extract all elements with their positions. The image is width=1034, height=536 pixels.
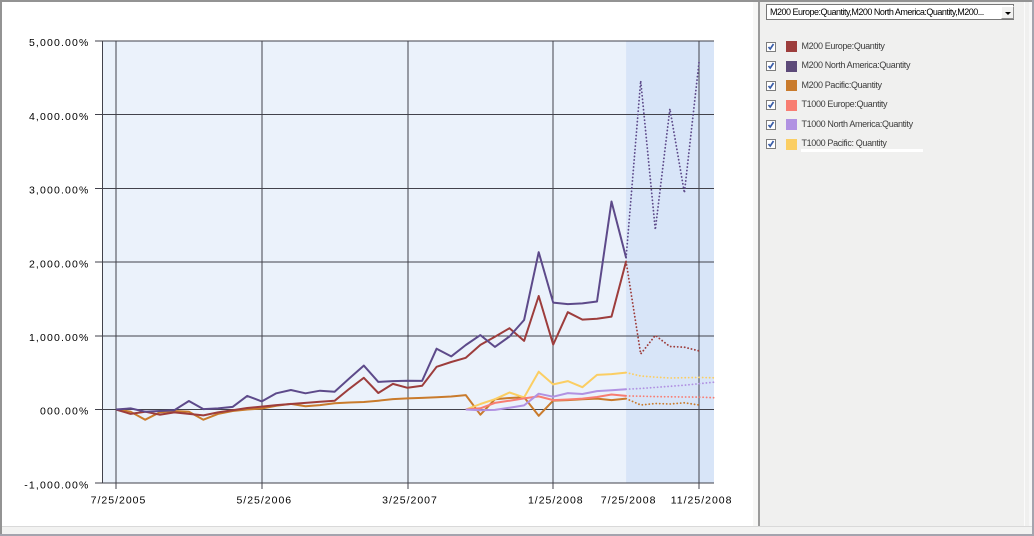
svg-text:-1,000.00%: -1,000.00% bbox=[24, 479, 89, 491]
svg-text:5/25/2006: 5/25/2006 bbox=[236, 495, 292, 507]
svg-text:1,000.00%: 1,000.00% bbox=[29, 332, 90, 344]
svg-text:3/25/2007: 3/25/2007 bbox=[382, 495, 438, 507]
svg-text:4,000.00%: 4,000.00% bbox=[29, 111, 90, 123]
svg-text:000.00%: 000.00% bbox=[40, 406, 90, 418]
svg-text:11/25/2008: 11/25/2008 bbox=[671, 495, 733, 507]
svg-text:3,000.00%: 3,000.00% bbox=[29, 185, 90, 197]
svg-text:2,000.00%: 2,000.00% bbox=[29, 258, 90, 270]
svg-text:7/25/2005: 7/25/2005 bbox=[91, 495, 147, 507]
svg-text:7/25/2008: 7/25/2008 bbox=[601, 495, 657, 507]
svg-text:1/25/2008: 1/25/2008 bbox=[528, 495, 584, 507]
svg-text:5,000.00%: 5,000.00% bbox=[29, 37, 90, 49]
